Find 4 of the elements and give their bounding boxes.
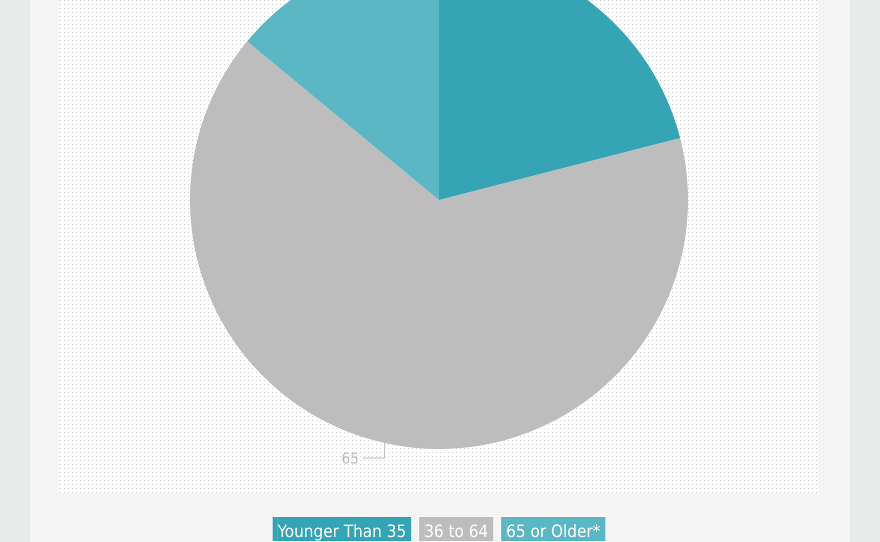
legend-label: 36 to 64 [424,522,488,542]
legend-label: 65 or Older* [506,522,601,542]
legend-label: Younger Than 35 [276,522,406,542]
data-label: 65 [342,449,359,468]
